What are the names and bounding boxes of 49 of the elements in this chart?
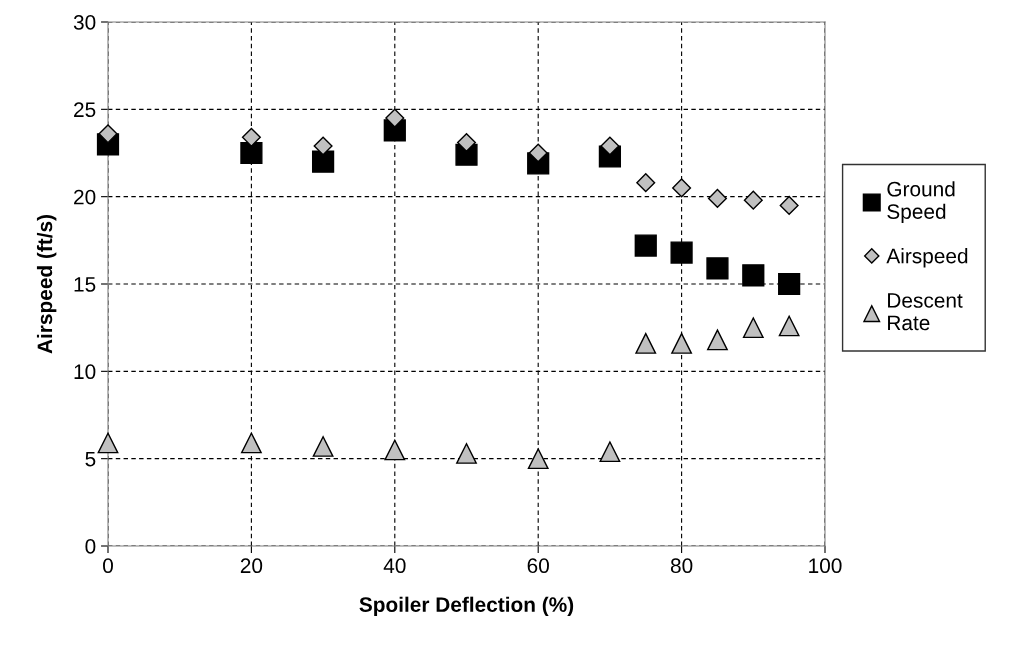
y-tick-label: 20 — [74, 189, 96, 205]
x-tick-label: 0 — [103, 558, 113, 574]
point — [384, 439, 406, 461]
point — [672, 178, 692, 198]
point — [456, 443, 477, 464]
point — [241, 127, 261, 147]
x-tick-label: 20 — [240, 558, 263, 574]
point — [456, 132, 477, 153]
x-tick-label: 100 — [809, 558, 842, 574]
point — [671, 332, 693, 354]
point — [778, 272, 801, 296]
y-tick-label: 0 — [85, 539, 96, 554]
point — [385, 108, 405, 128]
y-tick-label: 30 — [73, 15, 96, 30]
y-tick-label: 15 — [74, 277, 96, 292]
x-tick-label: 60 — [527, 558, 549, 574]
y-axis-title: Airspeed (ft/s) — [36, 215, 57, 354]
point — [707, 329, 728, 351]
x-tick-label: 80 — [670, 558, 693, 574]
point — [743, 190, 763, 210]
y-tick-label: 5 — [85, 451, 96, 467]
point — [742, 317, 764, 339]
x-tick-label: 40 — [383, 558, 406, 574]
point — [706, 257, 729, 280]
point — [313, 136, 333, 156]
point — [312, 436, 334, 457]
x-axis-title: Spoiler Deflection (%) — [359, 596, 574, 617]
point — [636, 173, 656, 193]
point — [528, 143, 548, 163]
point — [635, 332, 657, 354]
legend-label: Airspeed — [886, 248, 968, 268]
point — [98, 124, 118, 144]
point — [778, 315, 800, 337]
point — [779, 195, 799, 215]
y-tick-label: 10 — [74, 364, 96, 380]
point — [599, 441, 621, 463]
point — [527, 448, 549, 470]
point — [311, 150, 335, 173]
point — [634, 234, 657, 257]
point — [670, 241, 693, 264]
legend-label: Descent Rate — [888, 293, 963, 331]
y-tick-label: 25 — [74, 102, 96, 118]
point — [742, 264, 765, 287]
legend-label: Ground Speed — [887, 181, 955, 224]
point — [97, 432, 119, 454]
point — [240, 432, 262, 454]
point — [707, 188, 727, 208]
point — [240, 141, 263, 165]
point — [600, 136, 620, 156]
